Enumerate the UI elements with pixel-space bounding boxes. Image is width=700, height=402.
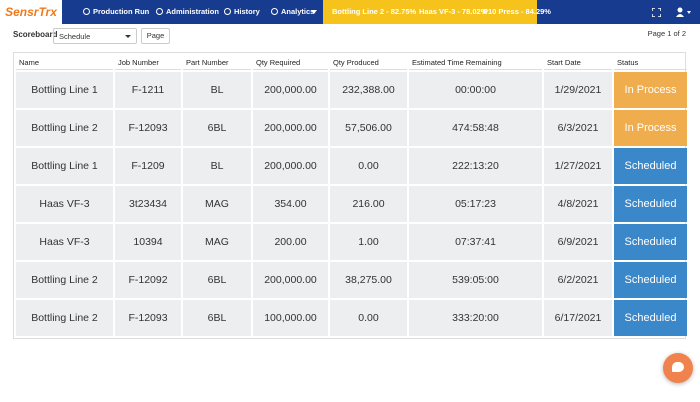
table-cell: 1.00 (330, 224, 407, 260)
logo[interactable]: SensrTrx (0, 0, 62, 24)
table-row: Bottling Line 2 F-12093 6BL 200,000.00 57,50… (16, 110, 687, 146)
table-row: Bottling Line 2 F-12092 6BL 200,000.00 38,27… (16, 262, 687, 298)
table-cell: 6/17/2021 (544, 300, 612, 336)
table-cell: 57,506.00 (330, 110, 407, 146)
status-cell: In Process (614, 72, 687, 108)
table-cell: 07:37:41 (409, 224, 542, 260)
table-cell: 6/3/2021 (544, 110, 612, 146)
table-row: Bottling Line 2 F-12093 6BL 100,000.00 0.00 3… (16, 300, 687, 336)
chat-button[interactable] (663, 353, 693, 383)
status-cell: Scheduled (614, 224, 687, 260)
table-cell: 200,000.00 (253, 110, 328, 146)
table-cell: Haas VF-3 (16, 224, 113, 260)
table-cell: MAG (183, 224, 251, 260)
status-cell: Scheduled (614, 186, 687, 222)
header-row: Name Job Number Part Number Qty Required Qty… (16, 55, 687, 70)
table-cell: 6BL (183, 262, 251, 298)
table-row: Bottling Line 1 F-1209 BL 200,000.00 0.00 222… (16, 148, 687, 184)
table-cell: 4/8/2021 (544, 186, 612, 222)
table-cell: 6BL (183, 110, 251, 146)
nav-item[interactable]: Production Run (83, 0, 149, 24)
table-cell: 38,275.00 (330, 262, 407, 298)
table-cell: 216.00 (330, 186, 407, 222)
scoreboard-select[interactable]: Schedule (53, 28, 137, 44)
table-cell: MAG (183, 186, 251, 222)
banner-item: P10 Press - 84.29% (483, 7, 551, 16)
table-cell: 00:00:00 (409, 72, 542, 108)
column-header: Name (16, 55, 113, 70)
table-cell: F-12093 (115, 300, 181, 336)
dropdown-caret (311, 10, 317, 14)
page-button[interactable]: Page (141, 28, 170, 44)
table-cell: 200,000.00 (253, 262, 328, 298)
table-cell: 1/29/2021 (544, 72, 612, 108)
status-cell: Scheduled (614, 148, 687, 184)
table-cell: 200,000.00 (253, 148, 328, 184)
status-banner: Bottling Line 2 - 82.75% Haas VF-3 - 78.… (323, 0, 551, 24)
table-cell: 6/9/2021 (544, 224, 612, 260)
table-cell: Bottling Line 2 (16, 262, 113, 298)
nav-item[interactable]: Administration (156, 0, 219, 24)
status-cell: In Process (614, 110, 687, 146)
table-cell: Haas VF-3 (16, 186, 113, 222)
table-cell: 05:17:23 (409, 186, 542, 222)
status-cell: Scheduled (614, 300, 687, 336)
fullscreen-icon[interactable] (652, 8, 661, 17)
table-row: Haas VF-3 10394 MAG 200.00 1.00 07:37:41 6/9/2… (16, 224, 687, 260)
table-row: Bottling Line 1 F-1211 BL 200,000.00 232,388… (16, 72, 687, 108)
column-header: Part Number (183, 55, 251, 70)
column-header: Status (614, 55, 687, 70)
table-row: Haas VF-3 3t23434 MAG 354.00 216.00 05:17:23 4… (16, 186, 687, 222)
table-cell: 3t23434 (115, 186, 181, 222)
table-cell: 222:13:20 (409, 148, 542, 184)
scoreboard-label: Scoreboard (13, 30, 58, 39)
user-menu[interactable] (676, 7, 692, 17)
table-cell: 6/2/2021 (544, 262, 612, 298)
nav-item[interactable]: Analytics (271, 0, 314, 24)
table: Name Job Number Part Number Qty Required Qty… (14, 53, 689, 338)
table-cell: F-12092 (115, 262, 181, 298)
table-cell: 0.00 (330, 300, 407, 336)
table-cell: F-1209 (115, 148, 181, 184)
banner-item: Haas VF-3 - 78.02% (419, 7, 488, 16)
column-header: Job Number (115, 55, 181, 70)
table-cell: Bottling Line 2 (16, 300, 113, 336)
table-cell: 539:05:00 (409, 262, 542, 298)
table-cell: 200,000.00 (253, 72, 328, 108)
table-cell: 354.00 (253, 186, 328, 222)
table-cell: BL (183, 72, 251, 108)
table-cell: BL (183, 148, 251, 184)
pagination: Page 1 of 2 (647, 29, 686, 38)
table-cell: 10394 (115, 224, 181, 260)
schedule-table: Name Job Number Part Number Qty Required Qty… (13, 52, 689, 339)
nav-item[interactable]: History (224, 0, 260, 24)
column-header: Estimated Time Remaining (409, 55, 542, 70)
table-body: Bottling Line 1 F-1211 BL 200,000.00 232,388… (16, 72, 687, 336)
table-cell: 232,388.00 (330, 72, 407, 108)
table-cell: 6BL (183, 300, 251, 336)
table-cell: Bottling Line 1 (16, 72, 113, 108)
table-cell: 0.00 (330, 148, 407, 184)
column-header: Start Date (544, 55, 612, 70)
status-cell: Scheduled (614, 262, 687, 298)
column-header: Qty Required (253, 55, 328, 70)
table-cell: 474:58:48 (409, 110, 542, 146)
table-cell: Bottling Line 2 (16, 110, 113, 146)
column-header: Qty Produced (330, 55, 407, 70)
table-cell: F-12093 (115, 110, 181, 146)
table-cell: 200.00 (253, 224, 328, 260)
table-cell: F-1211 (115, 72, 181, 108)
table-cell: Bottling Line 1 (16, 148, 113, 184)
banner-item: Bottling Line 2 - 82.75% (332, 7, 417, 16)
table-cell: 333:20:00 (409, 300, 542, 336)
table-cell: 1/27/2021 (544, 148, 612, 184)
table-cell: 100,000.00 (253, 300, 328, 336)
nav-bar: SensrTrx Production Run Administration H… (0, 0, 700, 24)
